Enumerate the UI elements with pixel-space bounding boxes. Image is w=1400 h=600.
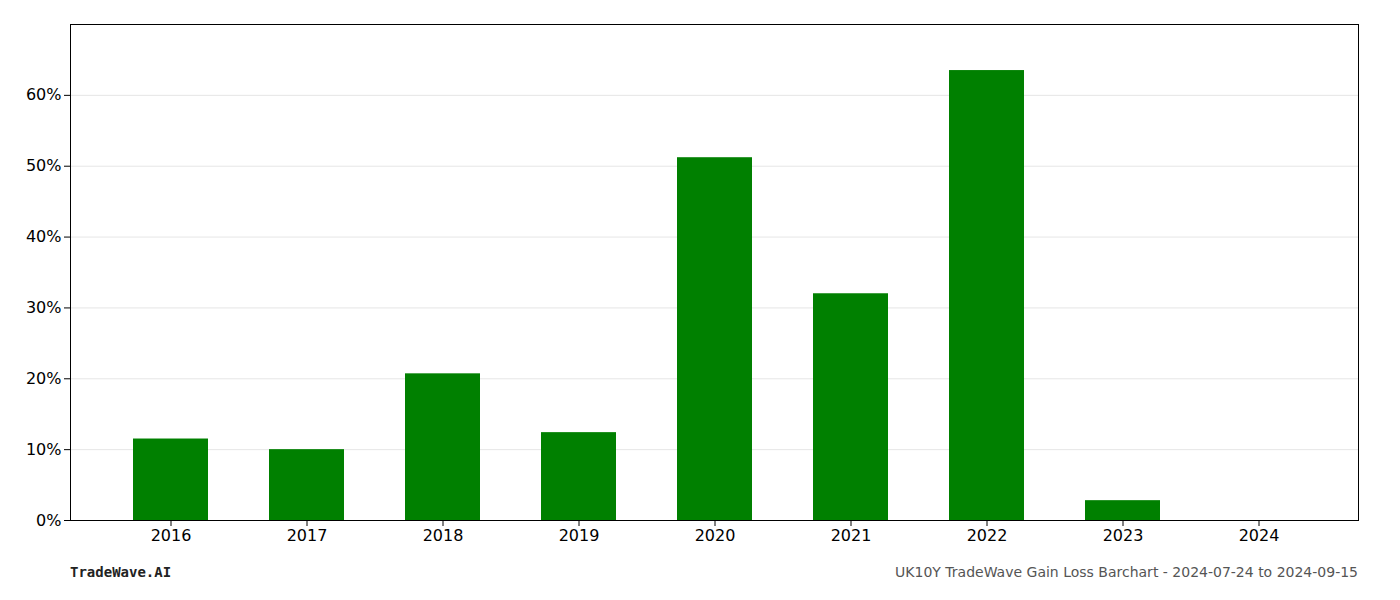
- svg-text:30%: 30%: [26, 298, 62, 317]
- svg-text:40%: 40%: [26, 227, 62, 246]
- svg-text:20%: 20%: [26, 369, 62, 388]
- svg-text:0%: 0%: [36, 511, 61, 530]
- html-text:TradeWave.AI: TradeWave.AI: [70, 564, 172, 580]
- svg-text:60%: 60%: [26, 85, 62, 104]
- svg-text:2022: 2022: [967, 526, 1008, 545]
- svg-text:50%: 50%: [26, 156, 62, 175]
- svg-text:2018: 2018: [423, 526, 464, 545]
- svg-text:2024: 2024: [1239, 526, 1280, 545]
- svg-text:2020: 2020: [695, 526, 736, 545]
- svg-text:2019: 2019: [559, 526, 600, 545]
- svg-text:2023: 2023: [1103, 526, 1144, 545]
- svg-text:10%: 10%: [26, 440, 62, 459]
- svg-text:2016: 2016: [151, 526, 192, 545]
- svg-text:2017: 2017: [287, 526, 328, 545]
- svg-text:2021: 2021: [831, 526, 872, 545]
- html-text:UK10Y TradeWave Gain Loss Barc: UK10Y TradeWave Gain Loss Barchart - 202…: [895, 564, 1358, 580]
